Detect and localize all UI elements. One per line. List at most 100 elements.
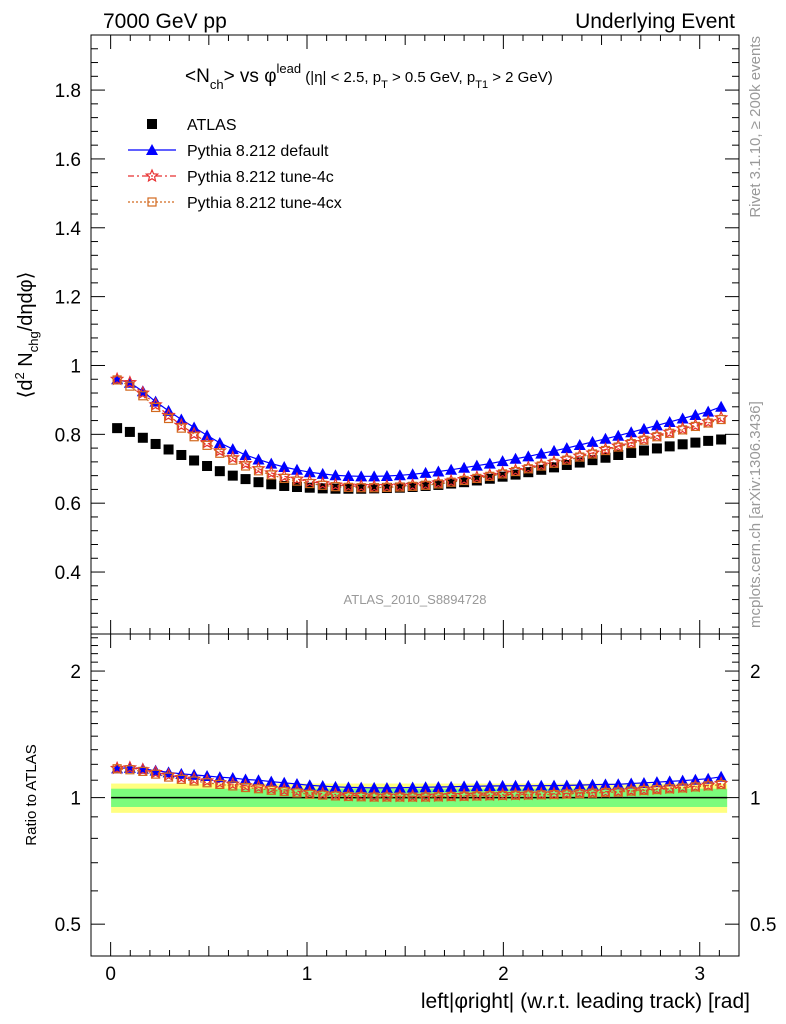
ratio-point — [393, 781, 406, 793]
data-point — [484, 473, 495, 484]
ratio-point — [560, 779, 573, 791]
data-point — [201, 429, 214, 441]
data-point — [459, 475, 469, 486]
data-point — [626, 447, 637, 458]
y-axis-label-main: ⟨d2 Nchg/dηdφ⟩ — [12, 272, 41, 399]
data-point — [278, 461, 291, 473]
ratio-point — [138, 766, 148, 776]
data-point — [535, 447, 548, 459]
ratio-point — [652, 785, 662, 795]
data-point — [613, 449, 624, 460]
x-tick-label: 3 — [694, 964, 705, 985]
data-point — [176, 449, 187, 460]
data-point — [214, 466, 225, 477]
data-point — [176, 423, 186, 433]
data-point — [135, 385, 150, 400]
data-point — [625, 426, 638, 438]
ratio-point — [485, 791, 495, 801]
ratio-point — [445, 780, 458, 792]
data-point — [291, 482, 302, 493]
ratio-point — [342, 781, 355, 793]
data-point — [406, 468, 419, 480]
data-point — [421, 480, 431, 490]
ratio-point — [343, 791, 354, 802]
data-point — [522, 450, 535, 462]
x-tick-label: 0 — [105, 964, 116, 985]
data-point — [253, 466, 264, 476]
data-point — [639, 435, 649, 445]
data-point — [290, 463, 303, 475]
ratio-point — [497, 790, 508, 801]
data-point — [510, 466, 521, 477]
data-point — [497, 469, 508, 479]
ratio-point — [678, 783, 688, 793]
data-point — [651, 443, 662, 454]
y-tick-label-ratio-right: 2 — [750, 662, 761, 683]
y-tick-label-main: 0.6 — [55, 494, 81, 515]
ratio-point — [690, 782, 701, 792]
ratio-point — [316, 780, 329, 792]
data-point — [586, 435, 599, 447]
data-point — [318, 480, 328, 490]
ratio-point — [368, 781, 381, 793]
y-tick-label-ratio: 2 — [70, 662, 81, 683]
data-point — [369, 483, 380, 494]
data-point — [265, 457, 278, 469]
ratio-point — [432, 781, 445, 793]
data-point — [433, 479, 443, 489]
data-point — [715, 400, 728, 412]
data-point — [689, 409, 702, 421]
ratio-point — [716, 779, 726, 790]
ratio-point — [639, 785, 649, 796]
data-point — [445, 463, 458, 475]
data-point — [148, 397, 163, 411]
ratio-point — [240, 782, 251, 793]
data-point — [202, 461, 213, 472]
ratio-point — [408, 792, 418, 802]
data-point — [600, 445, 611, 456]
ratio-point — [458, 780, 471, 792]
ratio-point — [266, 785, 276, 795]
ratio-point — [303, 779, 316, 791]
ratio-point — [446, 791, 456, 802]
ratio-point — [496, 779, 509, 791]
data-point — [393, 469, 406, 481]
data-point — [703, 418, 713, 428]
data-point — [497, 471, 508, 482]
y-tick-label-main: 1.4 — [55, 219, 82, 240]
data-point — [599, 432, 612, 444]
data-point — [342, 469, 355, 481]
legend-label: Pythia 8.212 default — [187, 143, 329, 160]
data-series — [109, 371, 729, 803]
ratio-point — [459, 791, 469, 801]
header-left: 7000 GeV pp — [103, 10, 227, 33]
data-point — [549, 458, 559, 468]
ratio-point — [665, 784, 675, 794]
ratio-point — [163, 772, 174, 782]
data-point — [369, 483, 379, 493]
ratio-point — [421, 792, 431, 802]
data-point — [163, 444, 174, 455]
data-point — [266, 470, 276, 480]
y-axis-label-ratio: Ratio to ATLAS — [23, 744, 40, 845]
legend-marker — [147, 119, 157, 129]
data-point — [239, 448, 252, 460]
y-tick-label-ratio-right: 0.5 — [750, 915, 776, 936]
data-point — [186, 426, 202, 441]
data-point — [228, 455, 238, 465]
data-point — [199, 435, 215, 449]
data-point — [652, 432, 662, 442]
data-point — [690, 437, 701, 448]
data-point — [189, 455, 200, 466]
ratio-point — [382, 792, 392, 802]
data-point — [575, 452, 585, 462]
data-point — [252, 453, 265, 465]
data-point — [112, 423, 123, 434]
ratio-point — [406, 781, 419, 793]
data-point — [703, 435, 714, 446]
ratio-point — [215, 779, 225, 789]
ratio-point — [510, 790, 521, 800]
data-point — [381, 483, 392, 494]
series-line-ratio — [117, 767, 722, 797]
data-point — [587, 455, 598, 466]
